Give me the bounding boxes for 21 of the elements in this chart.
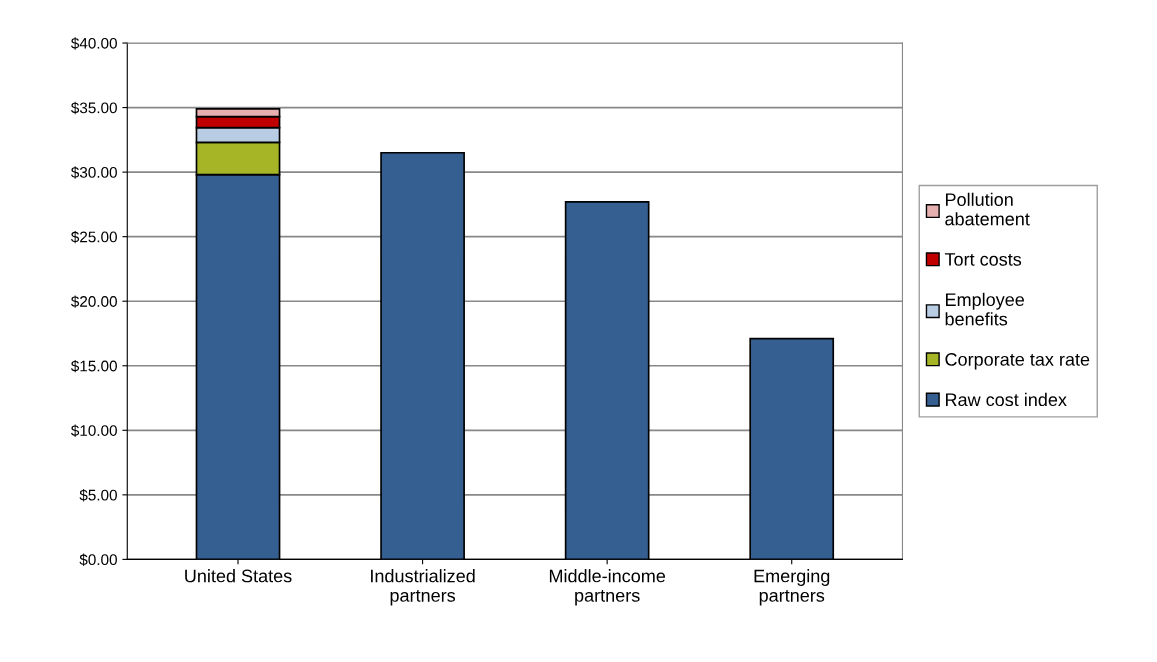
y-tick-label: $10.00 [70,424,117,437]
y-tick-label: $20.00 [70,295,117,308]
legend-label: Employee benefits [945,292,1024,326]
legend-label: Corporate tax rate [945,353,1090,370]
y-tick-label: $35.00 [70,101,117,115]
y-tick-label: $5.00 [79,489,117,502]
x-tick-label: United States [185,569,292,583]
bar [749,337,835,560]
bar [564,200,650,560]
x-tick-label: Industrialized partners [371,569,475,606]
bar [380,151,465,560]
legend-label: Tort costs [944,253,1022,266]
y-tick-label: $25.00 [70,230,117,244]
y-tick-label: $30.00 [70,166,117,179]
x-tick-label: Emerging partners [754,569,830,606]
legend-label: Raw cost index [946,392,1067,407]
y-tick-label: $0.00 [79,553,117,566]
x-tick-label: Middle-income partners [549,569,666,606]
y-tick-label: $40.00 [70,37,117,50]
y-tick-label: $15.00 [70,359,117,373]
legend-label: Pollution abatement [945,192,1030,226]
